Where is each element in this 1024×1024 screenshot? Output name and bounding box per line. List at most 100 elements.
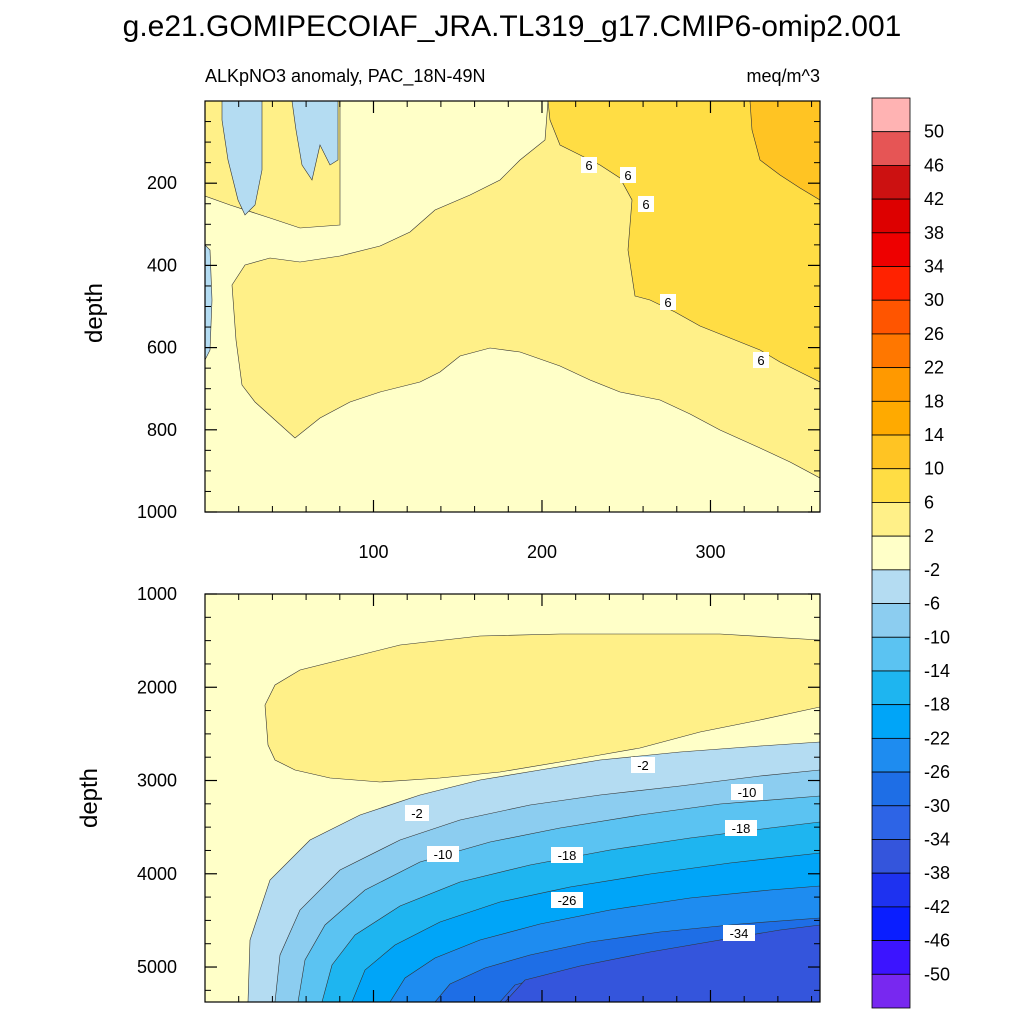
upper-contour-label: 6 (638, 196, 654, 212)
colorbar-swatch (871, 670, 911, 706)
colorbar-swatch (871, 805, 911, 840)
colorbar-label: -42 (924, 897, 950, 917)
colorbar-label: 10 (924, 459, 944, 479)
y-tick-label: 400 (147, 255, 177, 275)
svg-text:6: 6 (642, 197, 649, 212)
colorbar-label: 22 (924, 358, 944, 378)
colorbar-swatch (871, 400, 911, 436)
svg-text:-18: -18 (732, 821, 751, 836)
lower-panel: -2 -2 -10 -10 -18 -18 -26 -34 (76, 584, 821, 1003)
y-tick-label: 5000 (137, 957, 177, 977)
svg-text:6: 6 (624, 168, 631, 183)
upper-contour-label: 6 (753, 352, 769, 368)
lower-contour-label: -34 (723, 925, 755, 941)
colorbar-swatch (871, 131, 911, 166)
colorbar-label: -46 (924, 931, 950, 951)
lower-contour-label: -18 (551, 847, 583, 863)
svg-text:-18: -18 (558, 848, 577, 863)
y-tick-label: 800 (147, 420, 177, 440)
svg-text:6: 6 (757, 353, 764, 368)
lower-ylabel: depth (76, 768, 103, 828)
lower-contour-label: -10 (427, 846, 459, 862)
colorbar-label: -26 (924, 762, 950, 782)
upper-patch-neg-top (291, 101, 339, 181)
colorbar-label: -14 (924, 661, 950, 681)
colorbar-swatch (871, 973, 911, 1009)
svg-text:-2: -2 (411, 806, 423, 821)
svg-text:6: 6 (585, 158, 592, 173)
x-tick-label: 100 (358, 542, 388, 562)
svg-text:-34: -34 (730, 926, 749, 941)
colorbar-swatch (871, 535, 911, 571)
upper-band-6-10 (547, 101, 820, 383)
colorbar-label: -38 (924, 863, 950, 883)
colorbar-label: 42 (924, 189, 944, 209)
upper-contour-label: 6 (581, 157, 597, 173)
colorbar-label: -10 (924, 627, 950, 647)
lower-contour-label: -2 (405, 805, 429, 821)
subtitle-left: ALKpNO3 anomaly, PAC_18N-49N (205, 66, 485, 87)
svg-text:-2: -2 (637, 758, 649, 773)
colorbar-label: -34 (924, 829, 950, 849)
colorbar: 50 46 42 38 34 30 26 22 18 14 10 6 2 -2 -6 -10 -14 -18 -22… (871, 97, 950, 1009)
svg-text:6: 6 (664, 295, 671, 310)
colorbar-label: 26 (924, 324, 944, 344)
colorbar-label: 6 (924, 492, 934, 512)
upper-axis-ticks: 200 400 600 800 1000 100 200 300 (137, 100, 820, 562)
y-tick-label: 1000 (137, 584, 177, 604)
colorbar-label: 46 (924, 155, 944, 175)
colorbar-label: -22 (924, 728, 950, 748)
colorbar-swatch (871, 569, 911, 604)
colorbar-label: -50 (924, 964, 950, 984)
colorbar-swatch (871, 603, 911, 638)
lower-contour-label: -18 (725, 820, 757, 836)
colorbar-swatch (871, 468, 911, 503)
colorbar-label: -30 (924, 796, 950, 816)
colorbar-label: 14 (924, 425, 944, 445)
lower-band-2-6 (264, 633, 820, 783)
y-tick-label: 1000 (137, 502, 177, 522)
colorbar-swatch (871, 839, 911, 874)
y-tick-label: 600 (147, 338, 177, 358)
colorbar-swatch (871, 198, 911, 234)
colorbar-swatch (871, 940, 911, 975)
svg-text:-26: -26 (558, 893, 577, 908)
upper-contour-label: 6 (620, 167, 636, 183)
colorbar-swatch (871, 299, 911, 335)
colorbar-swatch (871, 636, 911, 672)
x-tick-label: 300 (695, 542, 725, 562)
colorbar-swatch (871, 771, 911, 807)
colorbar-label: 50 (924, 122, 944, 142)
upper-band-6-10-core (749, 101, 820, 201)
colorbar-swatch (871, 737, 911, 773)
lower-band-neg34 (504, 924, 820, 1002)
lower-plot-border (204, 593, 821, 1003)
lower-contour-label: -2 (631, 757, 655, 773)
colorbar-swatch (871, 333, 911, 369)
colorbar-label: 18 (924, 391, 944, 411)
upper-ylabel: depth (81, 283, 108, 343)
colorbar-swatch (871, 502, 911, 537)
lower-axis-ticks: 1000 2000 3000 4000 5000 (137, 584, 820, 1002)
lower-contour-label: -26 (551, 892, 583, 908)
colorbar-label: -6 (924, 594, 940, 614)
upper-patch-neg-topleft (221, 101, 263, 216)
colorbar-label: -2 (924, 560, 940, 580)
colorbar-swatch (871, 367, 911, 402)
y-tick-label: 4000 (137, 864, 177, 884)
upper-contour-label: 6 (660, 294, 676, 310)
upper-panel: 6 6 6 6 6 depth 200 400 600 800 1000 100 200 30… (81, 100, 821, 562)
colorbar-label: 34 (924, 257, 944, 277)
svg-text:-10: -10 (738, 785, 757, 800)
y-tick-label: 200 (147, 173, 177, 193)
colorbar-swatch (871, 906, 911, 941)
colorbar-swatch (871, 872, 911, 908)
x-tick-label: 200 (527, 542, 557, 562)
colorbar-label: -18 (924, 695, 950, 715)
figure-title: g.e21.GOMIPECOIAF_JRA.TL319_g17.CMIP6-om… (123, 10, 902, 43)
subtitle-right: meq/m^3 (747, 66, 820, 86)
lower-contour-label: -10 (731, 784, 763, 800)
colorbar-swatch (871, 434, 911, 470)
colorbar-label: 2 (924, 526, 934, 546)
